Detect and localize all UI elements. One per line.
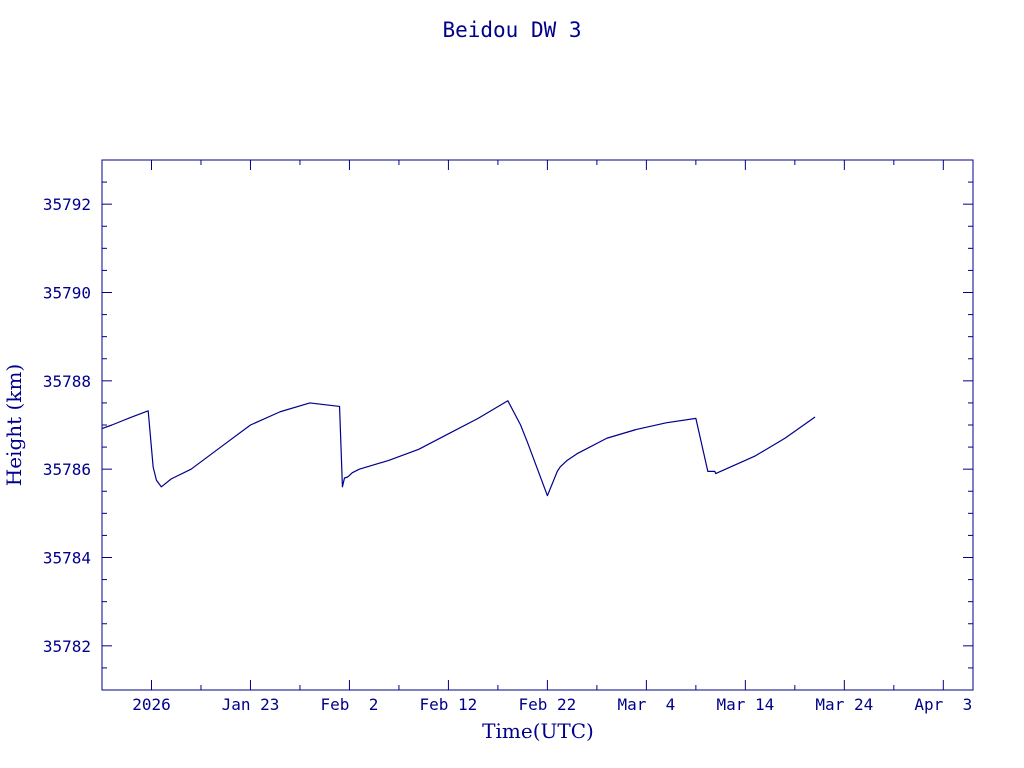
x-tick-label: Feb 22 <box>518 695 576 714</box>
x-tick-label: Feb 2 <box>321 695 379 714</box>
x-tick-label: Apr 3 <box>914 695 972 714</box>
x-axis: 2026 Jan 23 Feb 2 Feb 12 Feb 22 Mar 4 Mar 14 Ma… <box>101 160 972 714</box>
x-tick-label: Mar 14 <box>716 695 774 714</box>
x-tick-label: Mar 4 <box>617 695 675 714</box>
y-tick-label: 35784 <box>43 549 91 568</box>
y-tick-label: 35792 <box>43 195 91 214</box>
x-tick-label: Feb 12 <box>420 695 478 714</box>
x-axis-title: Time(UTC) <box>482 719 594 743</box>
x-tick-label: Jan 23 <box>222 695 280 714</box>
x-tick-label: Mar 24 <box>815 695 873 714</box>
x-tick-label: 2026 <box>132 695 171 714</box>
y-tick-label: 35786 <box>43 460 91 479</box>
series-line <box>101 400 816 497</box>
y-axis-title: Height (km) <box>2 364 26 486</box>
plot-frame <box>101 159 974 691</box>
chart-title: Beidou DW 3 <box>442 18 581 42</box>
y-tick-label: 35788 <box>43 372 91 391</box>
y-tick-label: 35782 <box>43 637 91 656</box>
y-tick-label: 35790 <box>43 284 91 303</box>
y-axis: 35782 35784 35786 35788 35790 35792 <box>43 159 973 691</box>
